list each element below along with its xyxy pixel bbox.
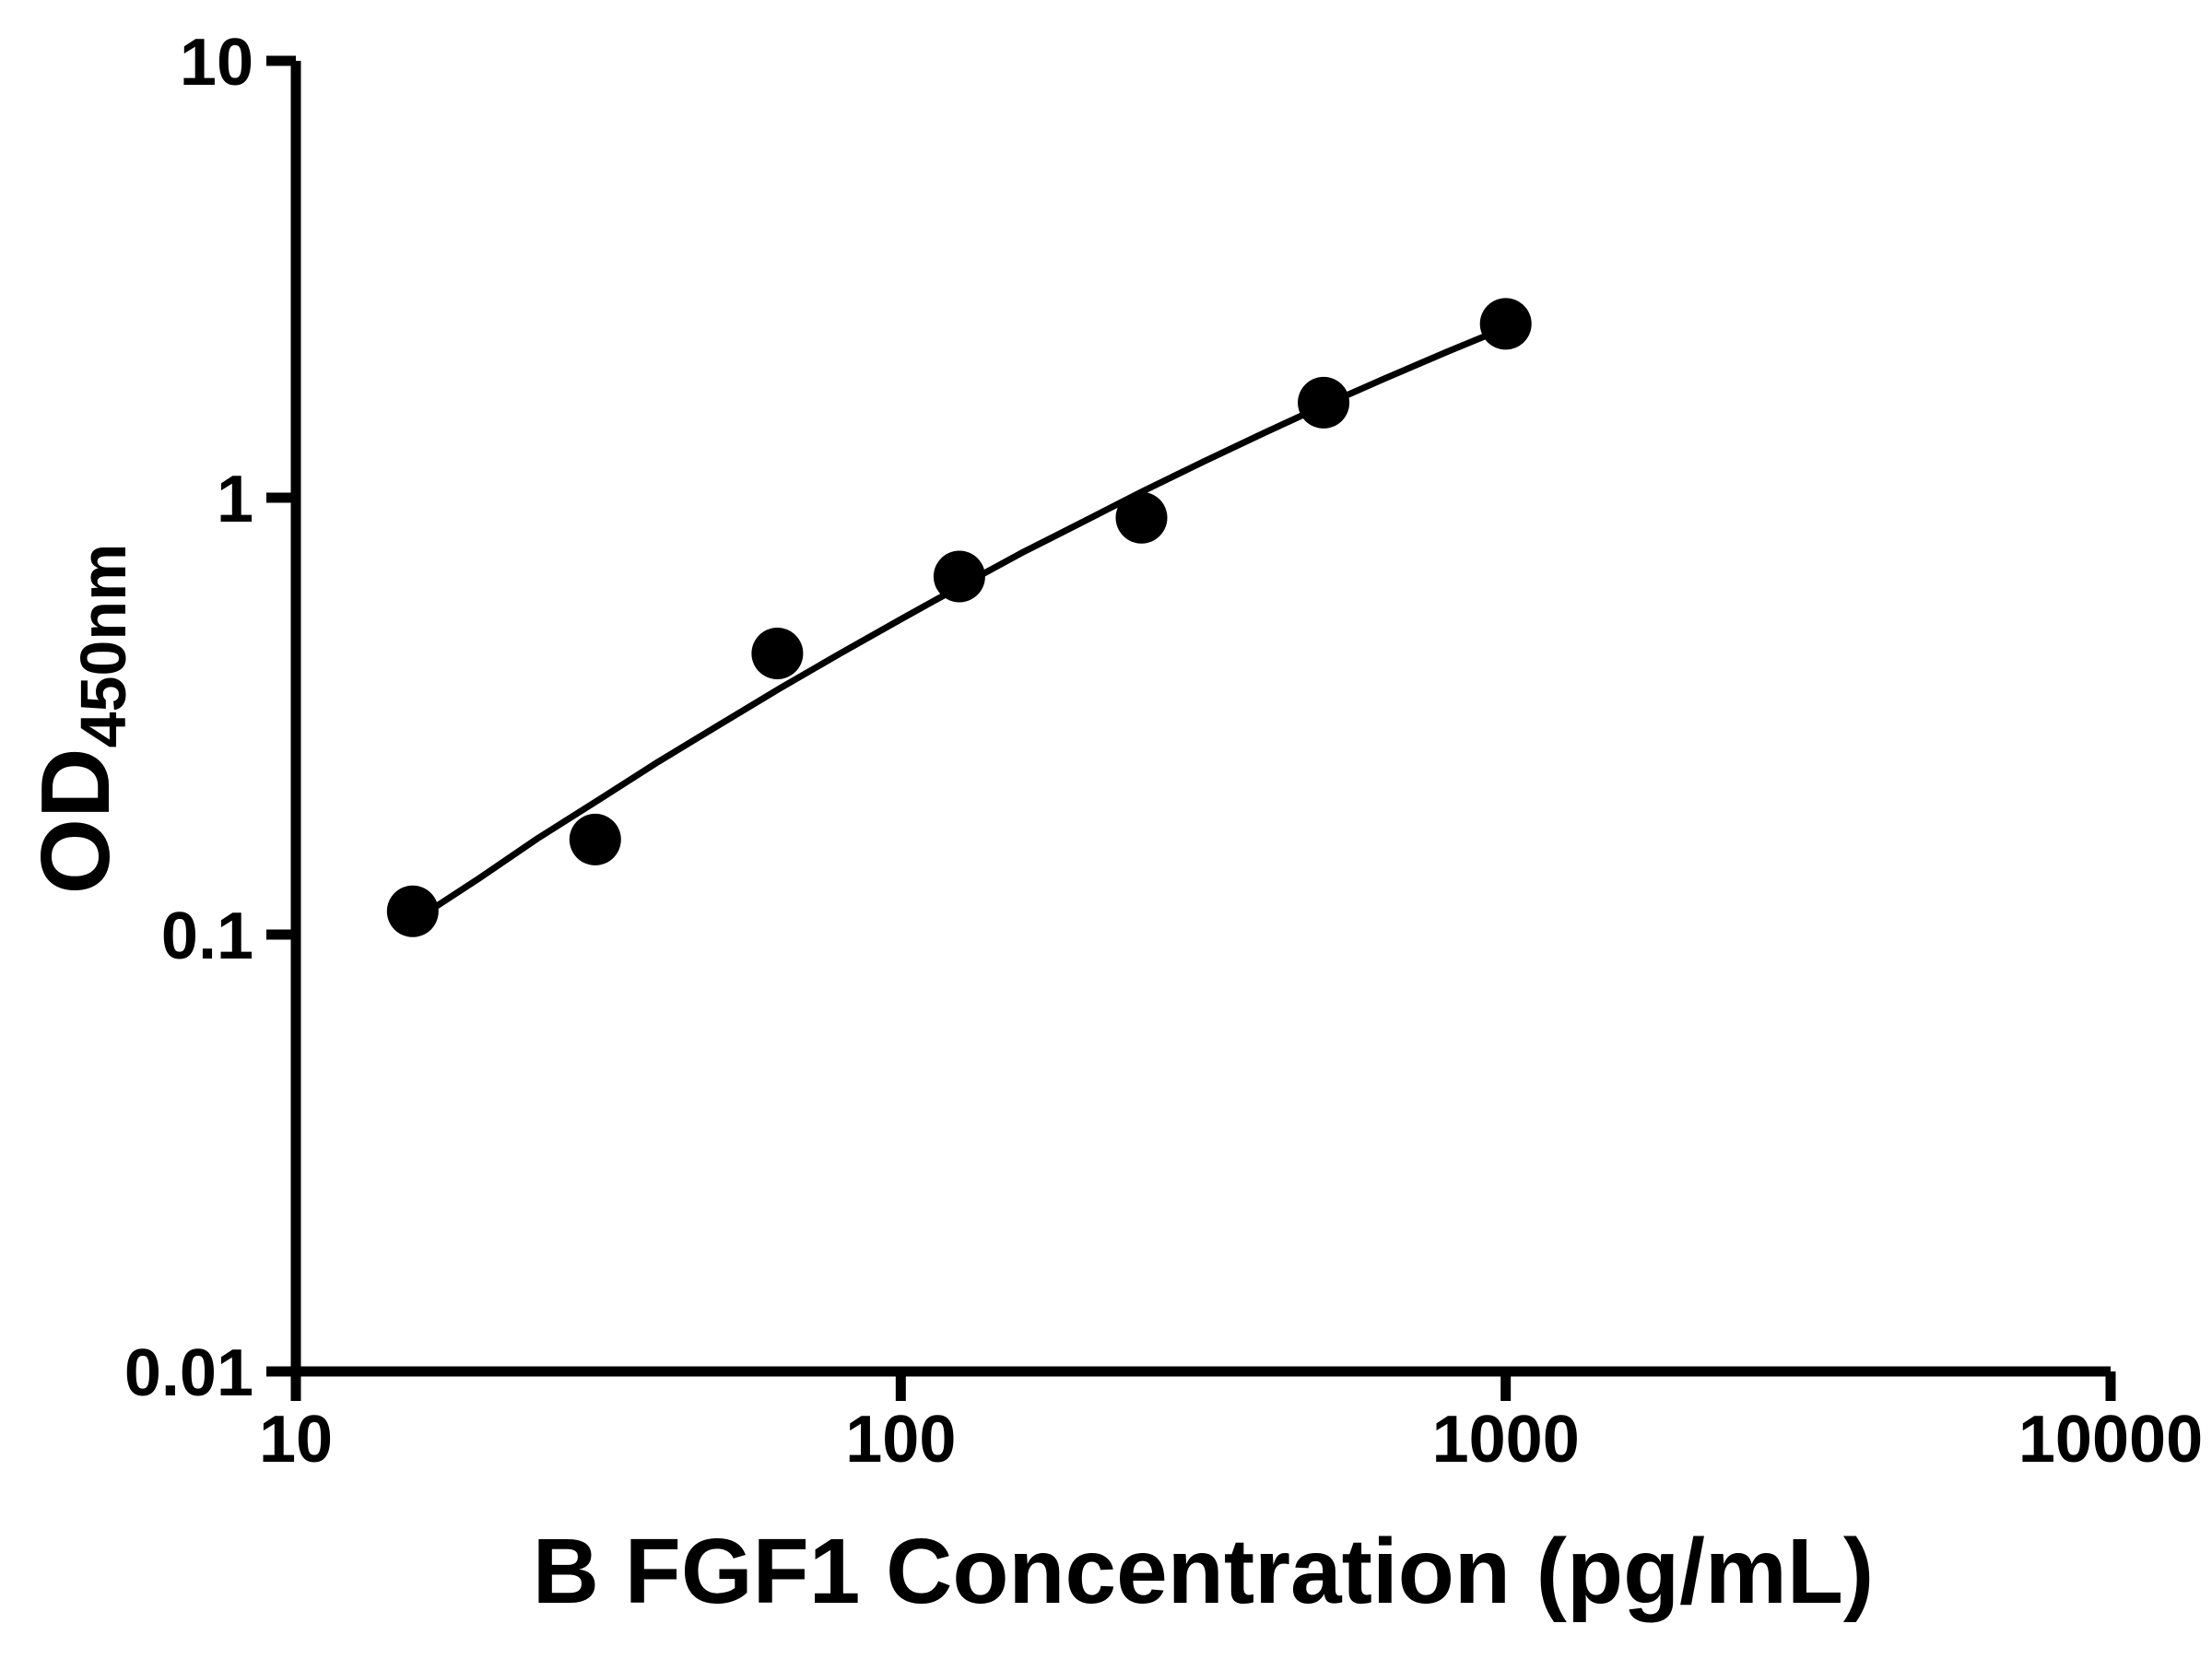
y-axis-title-sub: 450nm [67,543,139,748]
data-point [386,885,439,937]
data-point [933,550,985,603]
data-point [569,813,621,865]
y-axis-title-main: OD [21,747,130,895]
axis-lines [290,61,2111,1377]
y-axis-tick-label: 10 [180,26,253,100]
y-axis-tick-label: 0.1 [161,900,253,973]
x-axis-tick-label: 10 [259,1403,333,1477]
data-point [1298,376,1350,429]
x-axis-title: B FGF1 Concentration (pg/mL) [532,1520,1875,1623]
y-axis-tick-label: 0.01 [124,1336,253,1410]
data-point [1479,298,1532,350]
x-axis-tick-label: 1000 [1432,1403,1580,1477]
y-axis-title: OD450nm [21,544,139,895]
data-point [1115,491,1168,544]
x-axis-tick-label: 100 [845,1403,956,1477]
data-point [751,628,804,679]
x-axis-tick-label: 10000 [2018,1403,2203,1477]
y-axis-tick-label: 1 [217,463,253,536]
